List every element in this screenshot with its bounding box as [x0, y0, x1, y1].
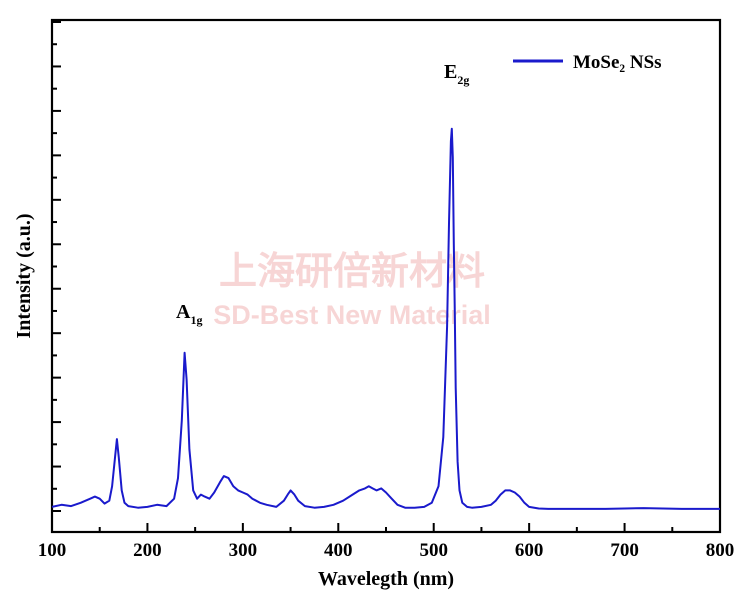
x-tick-label: 800 [706, 540, 735, 561]
legend-label: MoSe₂ NSs [573, 52, 662, 73]
peak-label-e2g: E2g [444, 61, 469, 87]
watermark-chinese: 上海研倍新材料 [219, 249, 485, 293]
watermark-english: SD-Best New Material [213, 300, 491, 330]
x-axis-title: Wavelegth (nm) [318, 568, 454, 590]
axis-ticks [51, 21, 721, 532]
x-tick-label: 700 [610, 540, 639, 561]
x-tick-label: 100 [38, 540, 67, 561]
x-tick-label: 200 [133, 540, 162, 561]
svg-text:A1g: A1g [176, 301, 202, 327]
peak-label-a1g: A1g [176, 301, 202, 327]
x-tick-labels: 100 200 300 400 500 600 700 800 [38, 540, 735, 561]
svg-text:E2g: E2g [444, 61, 469, 87]
series-line-mose2 [51, 127, 720, 510]
x-tick-label: 500 [419, 540, 448, 561]
x-tick-label: 300 [229, 540, 258, 561]
y-axis-title: Intensity (a.u.) [13, 213, 35, 338]
x-tick-label: 600 [515, 540, 544, 561]
legend: MoSe₂ NSs [513, 52, 662, 73]
x-tick-label: 400 [324, 540, 353, 561]
